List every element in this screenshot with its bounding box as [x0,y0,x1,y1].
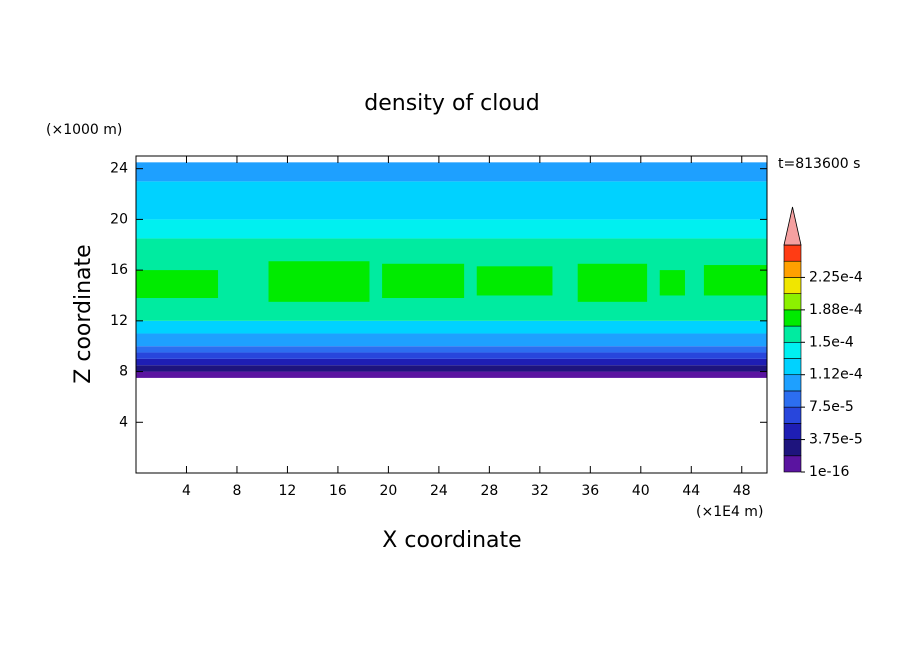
x-tick-label: 36 [581,483,599,499]
contour-patch [659,270,685,296]
x-tick-label: 40 [632,483,650,499]
contour-band [136,219,767,239]
contour-band [136,162,767,182]
colorbar-label: 7.5e-5 [809,399,854,415]
x-tick-label: 32 [531,483,549,499]
contour-patch [577,263,648,302]
contour-band [136,371,767,378]
y-axis-label: Z coordinate [71,244,96,383]
colorbar-box [783,277,802,294]
y-tick-label: 8 [119,364,128,380]
x-tick-label: 8 [232,483,241,499]
y-tick-label: 4 [119,414,128,430]
x-unit: (×1E4 m) [696,504,763,520]
colorbar-box [783,439,802,457]
colorbar-box [783,455,802,473]
contour-band [136,358,767,366]
colorbar-label: 2.25e-4 [809,269,863,285]
colorbar-box [783,341,802,359]
contour-band [136,365,767,372]
colorbar-label: 1e-16 [809,464,849,480]
chart-title: density of cloud [364,91,539,116]
colorbar-box [783,406,802,424]
colorbar-extend [783,206,802,246]
contour-band [136,181,767,220]
y-tick-label: 16 [110,262,128,278]
y-unit: (×1000 m) [46,122,122,138]
contour-band [136,320,767,334]
x-axis-label: X coordinate [382,528,521,553]
colorbar-label: 1.5e-4 [809,334,854,350]
contour-patch [268,261,370,302]
contour-band [136,346,767,353]
x-tick-label: 48 [733,483,751,499]
colorbar-label: 3.75e-5 [809,432,863,448]
colorbar-box [783,374,802,392]
x-tick-label: 44 [682,483,700,499]
contour-patch [703,265,767,296]
colorbar-box [783,358,802,376]
contour-patch [382,263,465,299]
contour-band [136,352,767,359]
x-tick-label: 12 [279,483,297,499]
colorbar-label: 1.88e-4 [809,302,863,318]
y-tick-label: 20 [110,211,128,227]
x-tick-label: 24 [430,483,448,499]
colorbar-box [783,423,802,440]
annotation: t=813600 s [778,156,860,172]
contour-patch [476,266,553,296]
x-tick-label: 16 [329,483,347,499]
colorbar-label: 1.12e-4 [809,367,863,383]
colorbar-box [783,325,802,343]
x-tick-label: 20 [379,483,397,499]
colorbar-box [783,309,802,327]
colorbar-box [783,390,802,408]
x-tick-label: 4 [182,483,191,499]
colorbar-box [783,244,802,262]
contour-band [136,333,767,347]
y-tick-label: 12 [110,313,128,329]
contour-patch [136,270,219,299]
plot-frame [135,155,768,474]
colorbar-box [783,260,802,278]
colorbar-box [783,293,802,311]
x-tick-label: 28 [480,483,498,499]
y-tick-label: 24 [110,161,128,177]
